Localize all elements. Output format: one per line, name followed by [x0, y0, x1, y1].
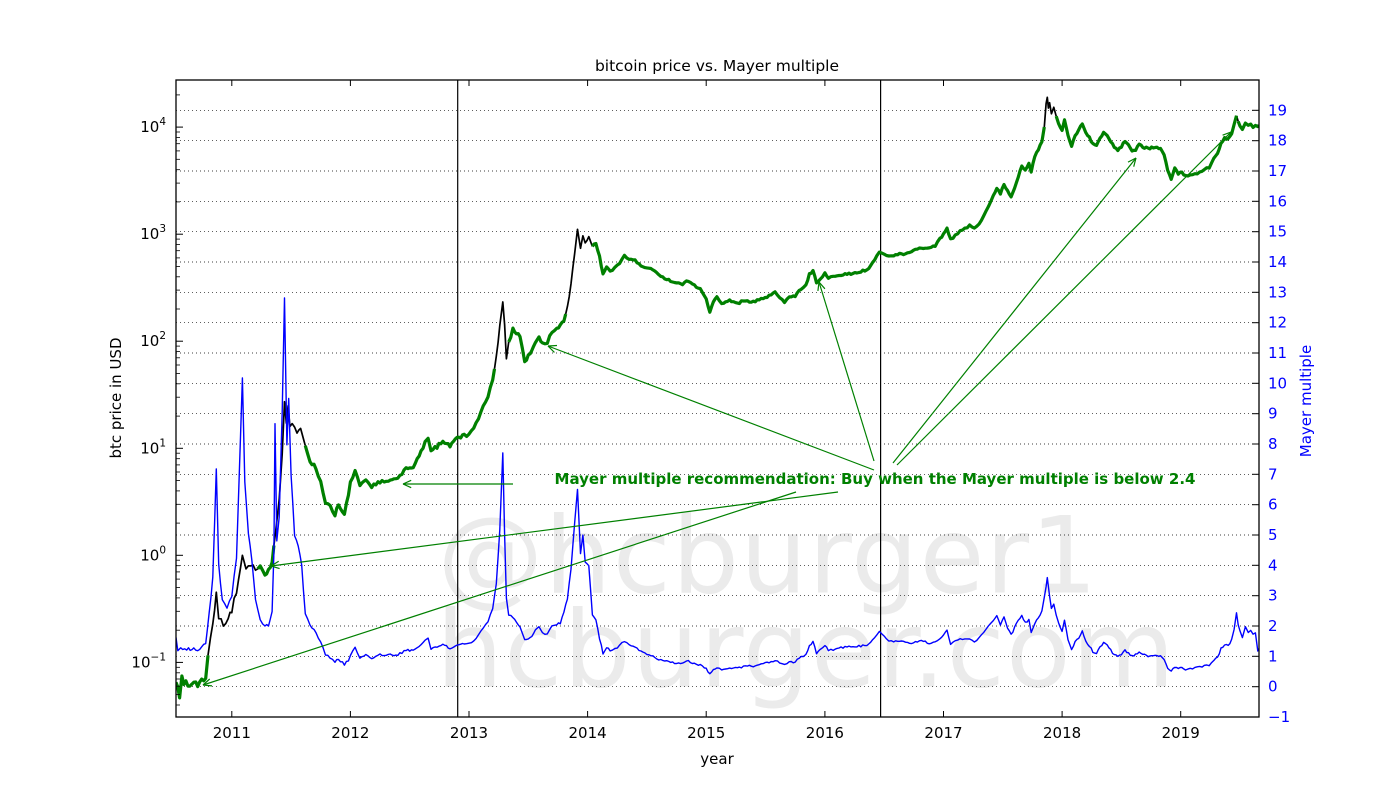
x-tick-label-2019: 2019 [1162, 724, 1200, 742]
y-right-tick-label-2: 2 [1268, 617, 1278, 635]
x-tick-label-2015: 2015 [687, 724, 725, 742]
btc-price-line-green-0 [176, 655, 210, 700]
y-right-tick-label-14: 14 [1268, 253, 1287, 271]
watermark-line-1: @hcburger1 [437, 494, 1099, 618]
y-right-tick-label-4: 4 [1268, 556, 1278, 574]
y-right-tick-label-7: 7 [1268, 465, 1278, 483]
btc-price-line-green-4 [591, 126, 1046, 314]
y-right-tick-label-9: 9 [1268, 405, 1278, 423]
btc-price-line-green-2 [303, 368, 497, 518]
btc-price-line-green-6 [1236, 120, 1259, 131]
y-right-tick-label-17: 17 [1268, 162, 1287, 180]
x-tick-label-2016: 2016 [806, 724, 844, 742]
annotation-arrow-7 [896, 131, 1232, 466]
y-right-tick-label-15: 15 [1268, 223, 1287, 241]
annotation-arrow-2 [270, 491, 839, 570]
annotation-arrow-5 [817, 281, 875, 462]
y-right-tick-label-18: 18 [1268, 132, 1287, 150]
y-left-tick-label-10e0: 100 [140, 544, 166, 564]
x-tick-label-2012: 2012 [331, 724, 369, 742]
annotation-arrow-4 [547, 344, 875, 471]
y-left-tick-label-10e-1: 10−1 [131, 651, 166, 671]
y-right-tick-label-12: 12 [1268, 314, 1287, 332]
y-right-tick-label-13: 13 [1268, 283, 1287, 301]
y-right-tick-label-5: 5 [1268, 526, 1278, 544]
plot-border [175, 79, 1260, 718]
x-tick-label-2017: 2017 [924, 724, 962, 742]
annotation-arrow-3 [202, 491, 797, 687]
btc-price-line-black-2 [493, 301, 510, 370]
y-right-tick-label-3: 3 [1268, 587, 1278, 605]
annotation-arrow-1 [402, 479, 513, 489]
y-left-axis-label: btc price in USD [107, 337, 125, 459]
y-left-tick-label-10e4: 104 [140, 116, 166, 136]
y-right-tick-label-11: 11 [1268, 344, 1287, 362]
chart-title: bitcoin price vs. Mayer multiple [594, 57, 840, 75]
y-left-tick-label-10e2: 102 [140, 330, 166, 350]
y-right-tick-label-10: 10 [1268, 374, 1287, 392]
y-left-tick-label-10e1: 101 [140, 437, 166, 457]
btc-price-line-black-0 [207, 554, 259, 656]
x-axis-label: year [700, 750, 734, 768]
btc-price-line-green-1 [256, 545, 276, 577]
x-tick-label-2014: 2014 [569, 724, 607, 742]
btc-price-line-green-3 [507, 313, 568, 364]
y-right-tick-label-6: 6 [1268, 496, 1278, 514]
btc-price-line-black-3 [564, 228, 594, 315]
btc-price-line-green-5 [1054, 115, 1239, 181]
buy-recommendation-annotation: Mayer multiple recommendation: Buy when … [554, 470, 1196, 488]
watermark-line-2: hcburger.com [435, 588, 1177, 712]
y-right-tick-label-1: 1 [1268, 647, 1278, 665]
y-left-tick-label-10e3: 103 [140, 223, 166, 243]
y-right-tick-label-8: 8 [1268, 435, 1278, 453]
x-tick-label-2018: 2018 [1043, 724, 1081, 742]
x-tick-label-2011: 2011 [213, 724, 251, 742]
y-right-axis-label: Mayer multiple [1297, 344, 1315, 458]
y-right-tick-label-0: 0 [1268, 678, 1278, 696]
y-right-tick-label-19: 19 [1268, 101, 1287, 119]
annotation-arrow-6 [892, 157, 1137, 464]
y-right-tick-label-16: 16 [1268, 192, 1287, 210]
x-tick-label-2013: 2013 [450, 724, 488, 742]
y-right-tick-label--1: −1 [1268, 708, 1290, 726]
btc-price-line-black-4 [1043, 96, 1058, 128]
mayer-multiple-line [176, 297, 1259, 675]
